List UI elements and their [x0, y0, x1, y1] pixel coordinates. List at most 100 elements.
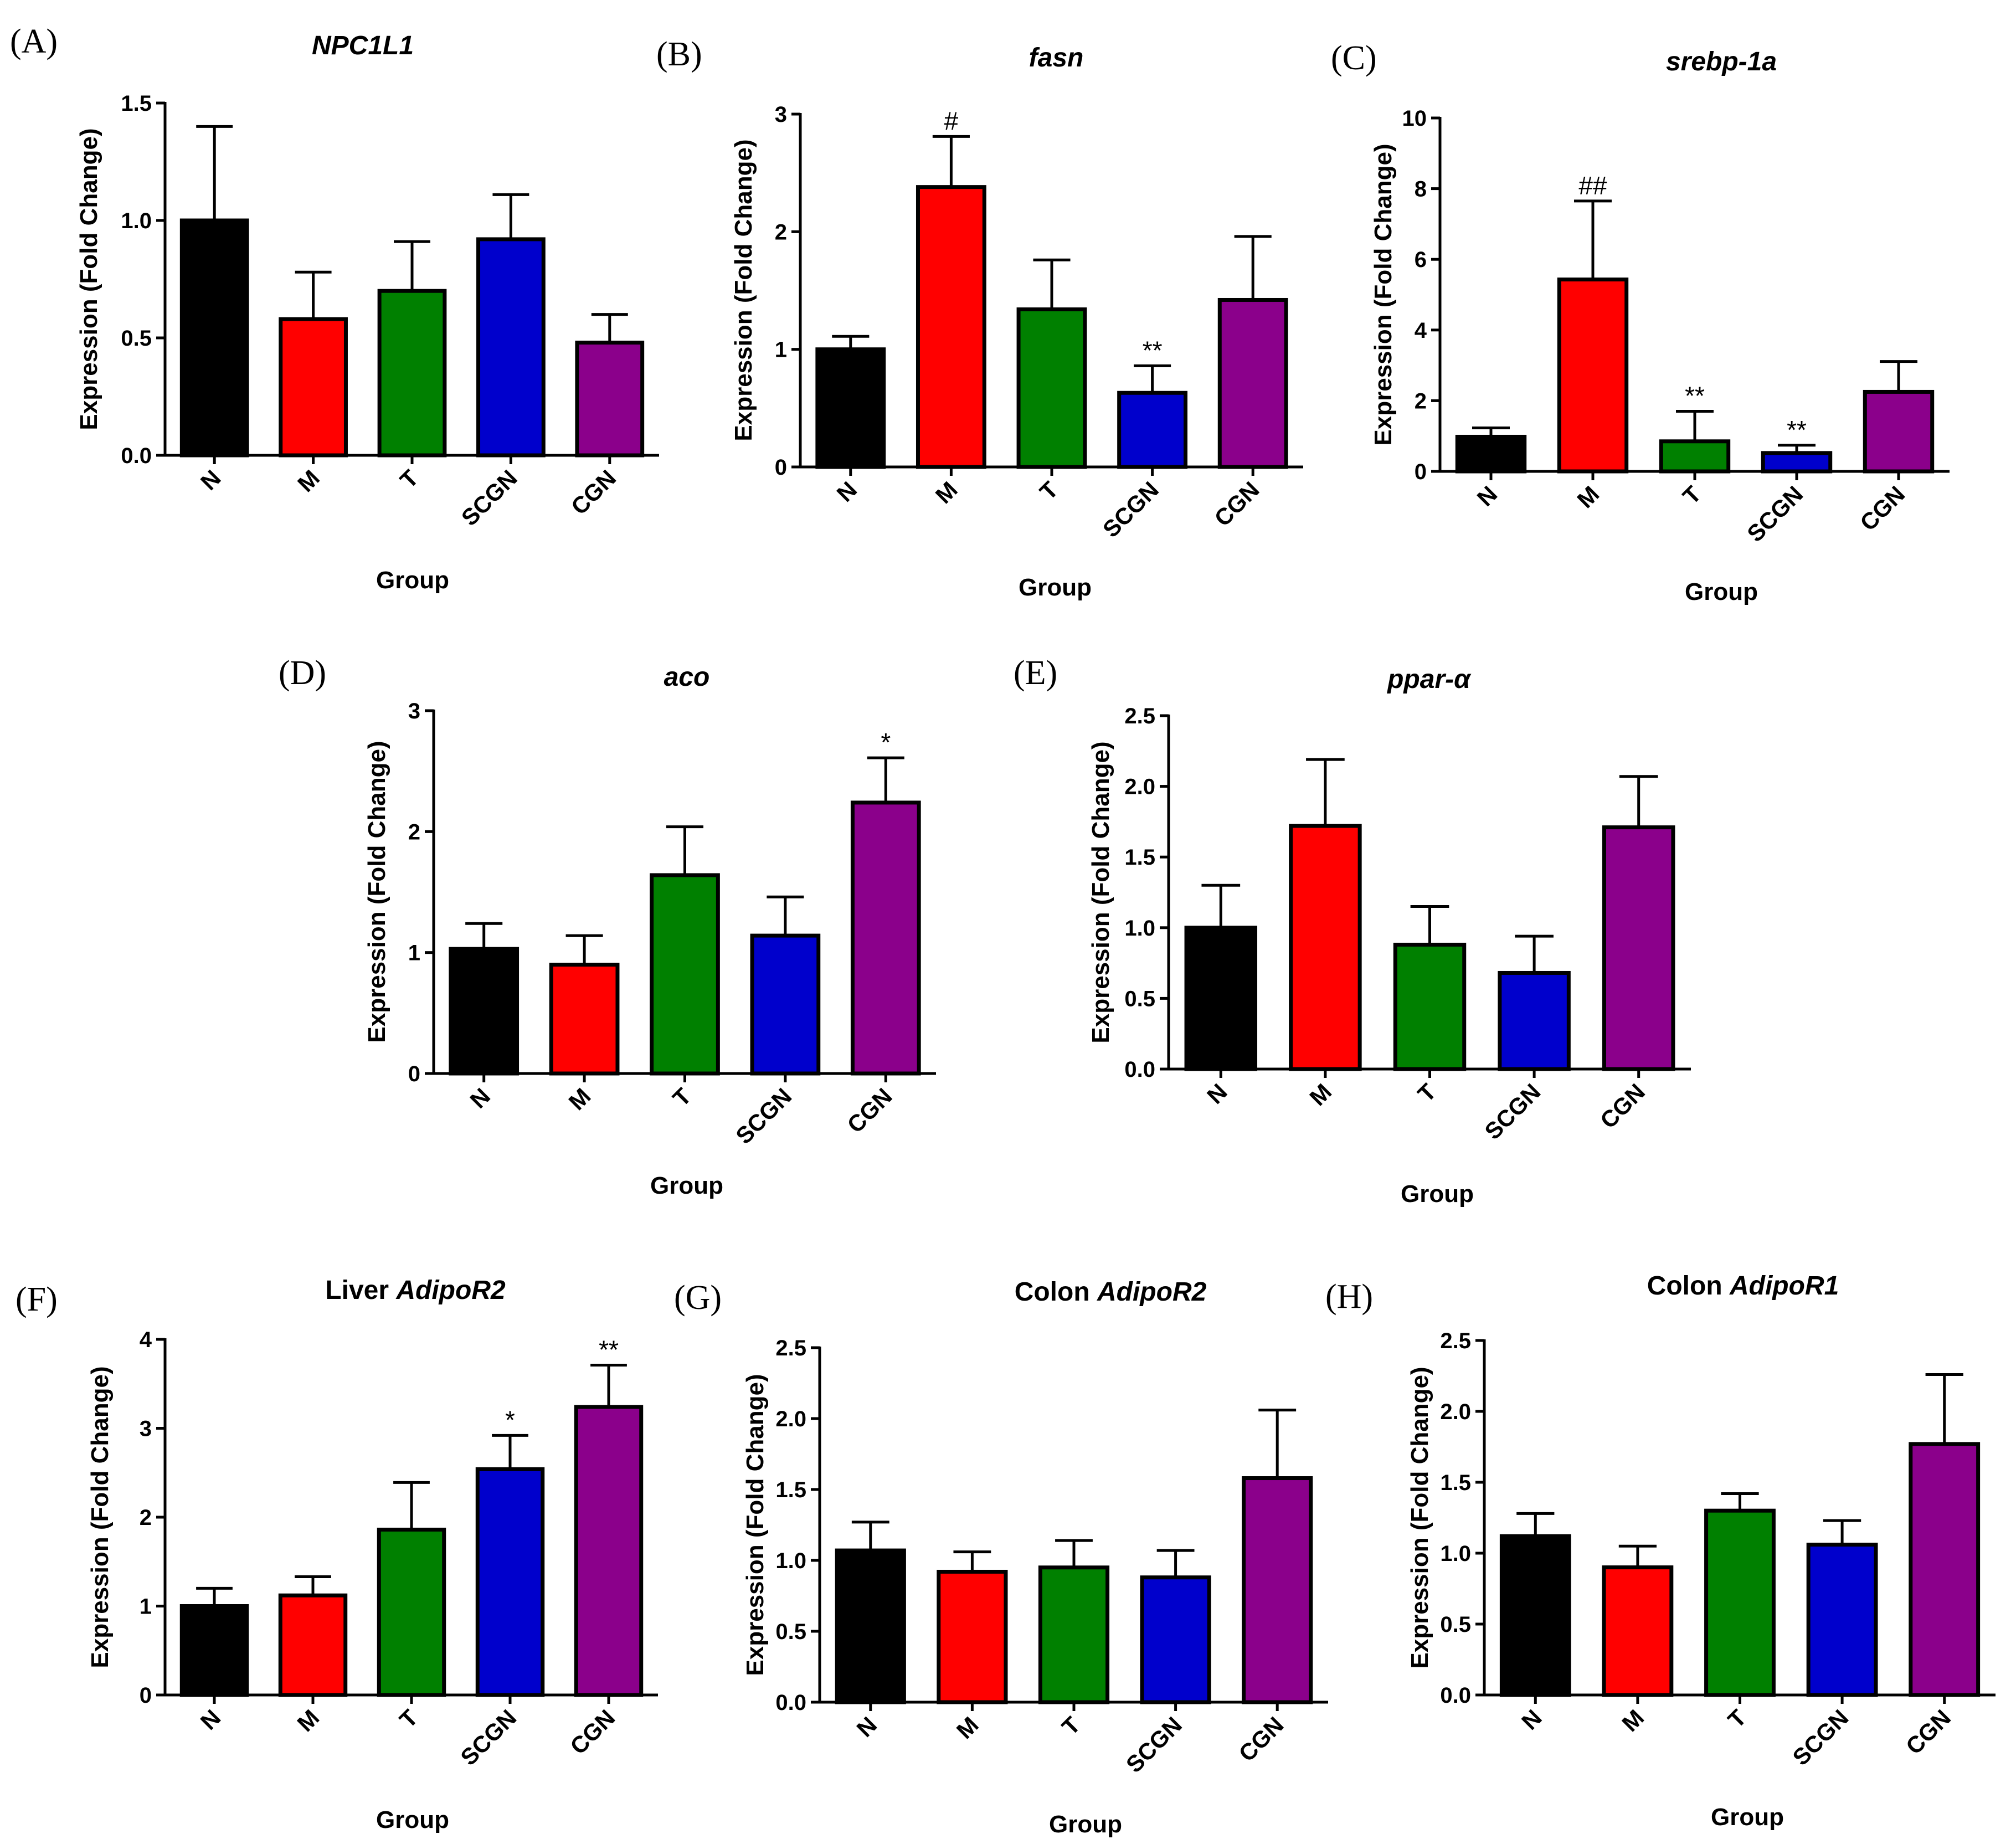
x-tick-label: CGN	[842, 1083, 897, 1138]
panel-label: (A)	[10, 23, 58, 60]
x-tick-label: M	[1572, 481, 1604, 513]
bar-m	[279, 317, 348, 458]
bar-t	[650, 873, 720, 1076]
bar-t	[1038, 1565, 1110, 1704]
chart-title-prefix: Colon	[1015, 1277, 1097, 1307]
bar-n	[179, 218, 249, 458]
y-tick-label: 1.5	[1124, 845, 1155, 870]
y-tick-label: 1.5	[1440, 1471, 1471, 1495]
y-tick-label: 8	[1415, 177, 1427, 202]
y-axis-label: Expression (Fold Change)	[730, 139, 757, 441]
x-tick-label: N	[196, 465, 226, 495]
x-tick-label: N	[465, 1083, 495, 1113]
y-tick-label: 1	[775, 338, 787, 362]
bar-n	[815, 347, 886, 469]
bar-cgn	[574, 1405, 644, 1697]
panel-label: (H)	[1325, 1278, 1373, 1316]
bar-scgn	[750, 933, 821, 1076]
x-tick-label: N	[196, 1704, 226, 1735]
x-tick-label: CGN	[565, 1704, 620, 1759]
chart-title-prefix: Liver	[325, 1276, 396, 1305]
y-tick-label: 0	[140, 1683, 152, 1708]
y-tick-label: 1.5	[121, 91, 152, 116]
x-tick-label: CGN	[1209, 476, 1264, 531]
significance-mark: *	[881, 728, 891, 757]
chart-panel-d: (D) aco Expression (Fold Change) Group 0 1 2 3 N…	[279, 654, 936, 1199]
x-tick-label: CGN	[1901, 1704, 1956, 1759]
y-tick-label: 1	[408, 941, 420, 965]
x-tick-label: N	[1202, 1078, 1232, 1109]
panel-label: (G)	[674, 1279, 722, 1317]
chart-panel-b: (B) fasn Expression (Fold Change) Group 0 1 2 3…	[656, 35, 1303, 601]
x-tick-label: CGN	[1595, 1078, 1650, 1133]
x-tick-label: N	[1516, 1704, 1547, 1735]
y-tick-label: 0.0	[1440, 1683, 1471, 1708]
bar-cgn	[1242, 1476, 1313, 1704]
y-tick-label: 2.5	[1440, 1329, 1471, 1353]
bar-m	[1602, 1565, 1674, 1697]
y-tick-label: 2	[408, 820, 420, 844]
x-tick-label: SCGN	[1479, 1078, 1545, 1144]
y-tick-label: 0	[1415, 460, 1427, 484]
x-tick-label: M	[563, 1083, 595, 1115]
x-tick-label: CGN	[566, 465, 621, 520]
y-tick-label: 2.5	[775, 1336, 806, 1360]
bar-cgn	[1909, 1442, 1981, 1697]
y-tick-label: 2.0	[775, 1407, 806, 1431]
y-tick-label: 3	[408, 699, 420, 723]
y-tick-label: 3	[775, 102, 787, 127]
bar-m	[916, 185, 986, 469]
y-tick-label: 1.0	[121, 209, 152, 233]
y-tick-label: 0	[775, 455, 787, 480]
chart-panel-a: (A) NPC1L1 Expression (Fold Change) Group 0.…	[10, 23, 659, 594]
chart-panel-g: (G) Colon AdipoR2 Expression (Fold Change)…	[674, 1277, 1328, 1838]
x-tick-label: T	[395, 465, 424, 494]
y-tick-label: 0.5	[121, 326, 152, 351]
y-tick-label: 4	[1415, 319, 1427, 343]
x-tick-label: T	[1678, 481, 1706, 510]
bar-n	[1499, 1534, 1571, 1697]
x-tick-label: CGN	[1855, 481, 1910, 536]
y-tick-label: 0.0	[775, 1691, 806, 1715]
x-tick-label: SCGN	[455, 1704, 521, 1770]
bar-m	[549, 963, 620, 1076]
bar-scgn	[1761, 451, 1833, 474]
x-axis-label: Group	[650, 1172, 723, 1199]
chart-title-prefix: Colon	[1647, 1271, 1730, 1301]
chart-title: ppar-α	[1386, 665, 1472, 694]
y-axis-label: Expression (Fold Change)	[1406, 1367, 1433, 1668]
bar-cgn	[850, 800, 921, 1076]
significance-mark: **	[1787, 415, 1807, 444]
bar-cgn	[1602, 825, 1675, 1071]
bar-n	[449, 947, 520, 1076]
bar-n	[1455, 434, 1527, 474]
chart-title: Liver AdipoR2	[325, 1276, 506, 1305]
chart-title-gene: NPC1L1	[312, 31, 414, 60]
x-tick-label: T	[1722, 1704, 1751, 1733]
y-axis-label: Expression (Fold Change)	[363, 741, 390, 1042]
x-tick-label: N	[831, 476, 862, 507]
y-axis-label: Expression (Fold Change)	[75, 128, 102, 430]
x-tick-label: SCGN	[1121, 1712, 1187, 1778]
y-tick-label: 1.0	[775, 1549, 806, 1573]
chart-title-gene: aco	[664, 662, 710, 692]
bar-t	[1393, 942, 1467, 1071]
y-tick-label: 1	[140, 1595, 152, 1619]
x-tick-label: T	[1412, 1078, 1441, 1107]
y-tick-label: 2.0	[1124, 775, 1155, 799]
y-tick-label: 6	[1415, 248, 1427, 272]
chart-title: Colon AdipoR1	[1647, 1271, 1839, 1301]
x-axis-label: Group	[1019, 574, 1092, 601]
chart-title: aco	[664, 662, 710, 692]
y-tick-label: 0.0	[1124, 1057, 1155, 1082]
x-tick-label: M	[1617, 1704, 1649, 1737]
y-tick-label: 2	[775, 220, 787, 244]
x-tick-label: T	[667, 1083, 696, 1112]
x-tick-label: N	[851, 1712, 882, 1742]
bar-scgn	[1117, 391, 1188, 469]
chart-title-gene: ppar-α	[1386, 665, 1472, 694]
bar-scgn	[1498, 970, 1571, 1071]
y-tick-label: 4	[140, 1328, 152, 1352]
y-tick-label: 0.5	[775, 1620, 806, 1644]
bar-t	[1704, 1508, 1776, 1697]
